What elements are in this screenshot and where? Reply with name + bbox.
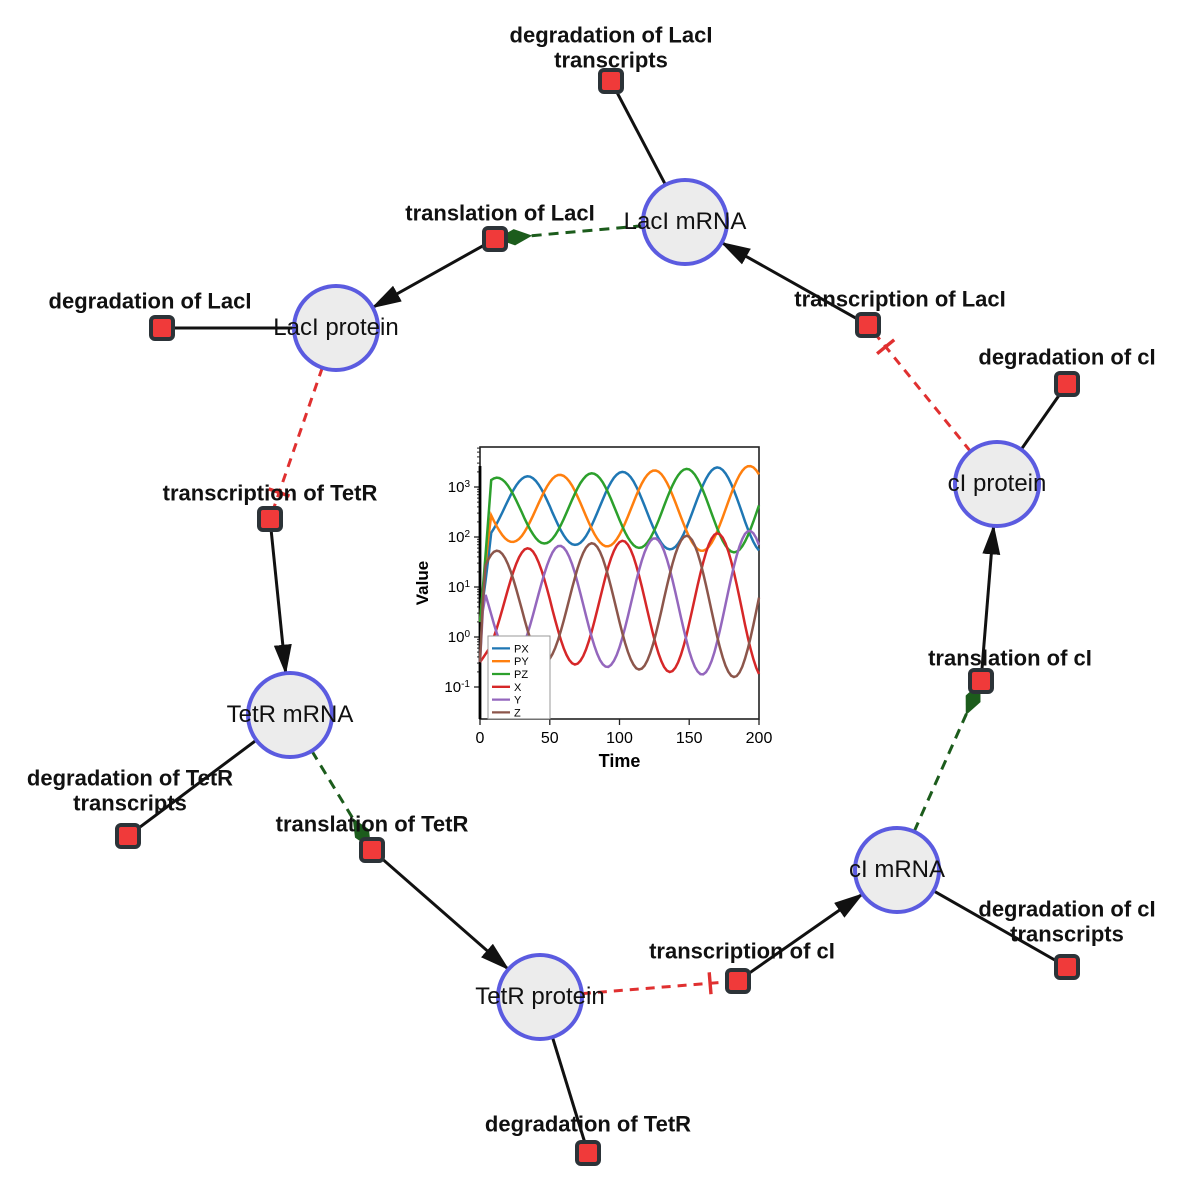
svg-text:X: X bbox=[514, 682, 522, 694]
svg-text:103: 103 bbox=[448, 479, 471, 497]
svg-text:150: 150 bbox=[676, 730, 703, 747]
svg-text:PY: PY bbox=[514, 656, 529, 668]
svg-text:Value: Value bbox=[413, 561, 432, 605]
svg-text:0: 0 bbox=[476, 730, 485, 747]
svg-text:Z: Z bbox=[514, 707, 521, 719]
svg-text:200: 200 bbox=[746, 730, 773, 747]
svg-text:50: 50 bbox=[541, 730, 559, 747]
svg-text:Time: Time bbox=[599, 751, 641, 771]
svg-text:100: 100 bbox=[606, 730, 633, 747]
svg-text:101: 101 bbox=[448, 579, 471, 597]
svg-text:10-1: 10-1 bbox=[444, 679, 470, 697]
svg-text:102: 102 bbox=[448, 529, 471, 547]
svg-text:PX: PX bbox=[514, 643, 529, 655]
svg-text:100: 100 bbox=[448, 629, 471, 647]
svg-text:PZ: PZ bbox=[514, 669, 528, 681]
svg-text:Y: Y bbox=[514, 695, 522, 707]
